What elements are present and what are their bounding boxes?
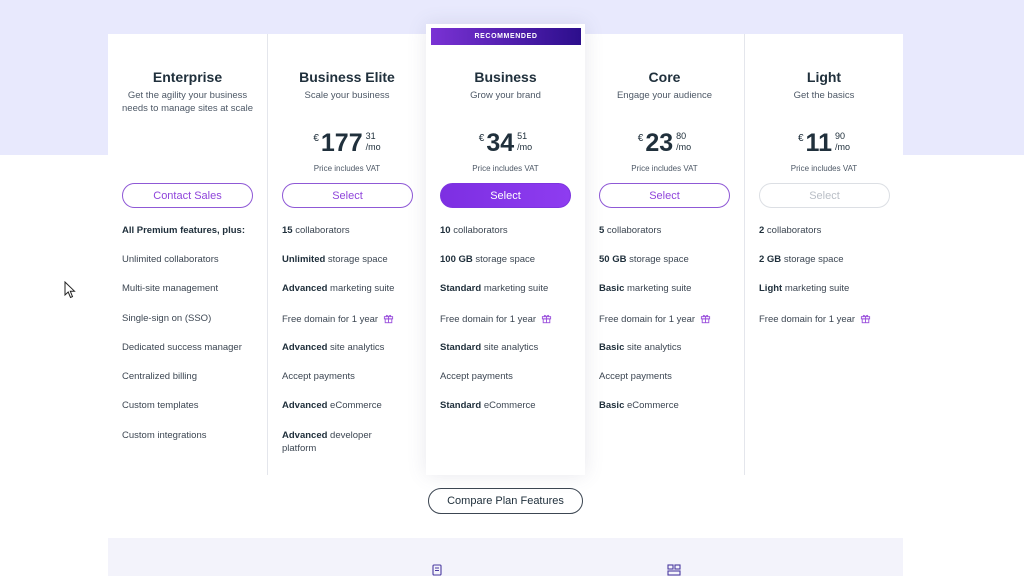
price-whole: 11 [805,129,832,157]
plan-price: € 34 51/mo [426,130,585,160]
currency-symbol: € [313,133,319,144]
price-period: /mo [365,142,381,152]
price-period: /mo [676,142,692,152]
select-business-elite-button[interactable]: Select [282,183,413,208]
feature-item: Standard marketing suite [440,283,549,294]
vat-note: Price includes VAT [631,164,698,173]
feature-item: Advanced marketing suite [282,283,395,294]
price-cents: 31 [365,131,376,141]
feature-item: 5 collaborators [599,225,662,236]
gift-icon [384,314,394,324]
feature-item: Basic site analytics [599,342,682,353]
price-cents: 51 [517,131,528,141]
feature-item: Free domain for 1 year [599,313,734,327]
price-cents: 80 [676,131,687,141]
plan-name: Light [806,69,842,85]
price-period: /mo [517,142,533,152]
feature-item: 10 collaborators [440,225,508,236]
plan-tagline: Scale your business [304,90,390,101]
plan-name: Business Elite [299,69,395,85]
plan-enterprise: Enterprise Get the agility your business… [108,34,267,475]
currency-symbol: € [478,133,485,144]
vat-note: Price includes VAT [472,164,539,173]
feature-item: Centralized billing [122,371,197,382]
currency-symbol: € [637,133,644,144]
feature-item: Custom integrations [122,430,207,441]
feature-item: Dedicated success manager [122,342,242,353]
plan-tagline: Grow your brand [470,90,541,101]
recommended-badge: RECOMMENDED [431,28,581,45]
features-heading: All Premium features, plus: [122,225,246,236]
select-light-button[interactable]: Select [759,183,890,208]
select-business-button[interactable]: Select [440,183,571,208]
price-cents: 90 [834,131,845,141]
feature-item: Standard eCommerce [440,400,536,411]
select-core-button[interactable]: Select [599,183,730,208]
feature-item: Advanced eCommerce [282,400,382,411]
price-whole: 23 [645,129,674,157]
plan-business-elite: Business Elite Scale your business € 177… [267,34,426,475]
plan-price: € 177 31/mo [268,130,426,160]
plan-name: Business [474,69,537,85]
layout-icon [667,564,681,576]
plan-core: Core Engage your audience € 23 80/mo Pri… [585,34,744,475]
feature-item: Custom templates [122,400,199,411]
feature-item: Basic marketing suite [599,283,692,294]
plan-light: Light Get the basics € 11 90/mo Price in… [744,34,903,475]
feature-item: 2 collaborators [759,225,822,236]
plan-price: € 11 90/mo [745,130,903,160]
gift-icon [701,314,711,324]
feature-item: Advanced site analytics [282,342,385,353]
plan-tagline: Get the agility your business needs to m… [122,90,253,114]
contact-sales-button[interactable]: Contact Sales [122,183,253,208]
feature-item: 100 GB storage space [440,254,536,265]
feature-item: Unlimited storage space [282,254,388,265]
feature-item: Advanced developer platform [282,430,372,454]
feature-item: Standard site analytics [440,342,539,353]
feature-item: Unlimited collaborators [122,254,219,265]
gift-icon [861,314,871,324]
feature-item: Free domain for 1 year [440,313,575,327]
plan-price: € 23 80/mo [585,130,744,160]
feature-item: Accept payments [599,371,672,382]
feature-item: Light marketing suite [759,283,850,294]
currency-symbol: € [797,133,804,144]
plan-tagline: Engage your audience [616,90,713,101]
mouse-cursor-icon [64,281,76,299]
feature-item: Free domain for 1 year [759,313,894,327]
plan-tagline: Get the basics [793,90,855,101]
compare-plan-features-button[interactable]: Compare Plan Features [428,488,583,514]
feature-item: Accept payments [282,371,355,382]
feature-item: Accept payments [440,371,513,382]
feature-item: Single-sign on (SSO) [122,313,212,324]
plan-name: Enterprise [152,69,223,85]
gift-icon [542,314,552,324]
feature-item: 50 GB storage space [599,254,689,265]
document-icon [432,564,442,576]
feature-item: 15 collaborators [282,225,350,236]
vat-note: Price includes VAT [790,164,858,173]
feature-item: Multi-site management [122,283,219,294]
features-section [108,538,903,576]
feature-item: 2 GB storage space [759,254,844,265]
price-whole: 177 [320,129,363,157]
price-whole: 34 [486,129,515,157]
feature-item: Basic eCommerce [599,400,679,411]
vat-note: Price includes VAT [313,164,381,173]
plan-business: RECOMMENDED Business Grow your brand € 3… [426,24,585,475]
price-period: /mo [834,142,850,152]
plan-name: Core [648,69,681,85]
feature-item: Free domain for 1 year [282,313,417,327]
